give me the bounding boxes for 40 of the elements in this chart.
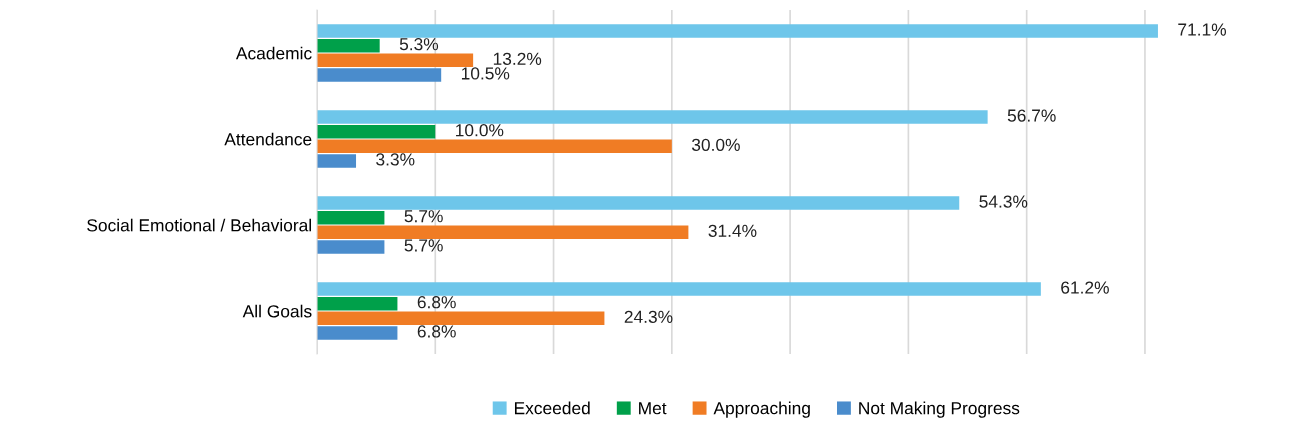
data-label: 5.3%: [399, 38, 439, 51]
data-label: 13.2%: [493, 52, 542, 65]
y-tick-label: Academic: [235, 46, 312, 60]
data-label: 10.5%: [461, 67, 510, 80]
bar: [317, 326, 398, 340]
data-label: 24.3%: [624, 310, 673, 323]
data-label: 31.4%: [708, 224, 757, 237]
data-label: 71.1%: [1178, 23, 1227, 36]
bar: [317, 110, 988, 124]
data-label: 30.0%: [691, 138, 740, 151]
legend-label: Approaching: [713, 401, 810, 418]
legend-label: Exceeded: [514, 401, 590, 415]
bar: [317, 210, 385, 225]
bar: [317, 139, 672, 154]
bar: [317, 53, 474, 68]
legend-label: Met: [639, 402, 667, 415]
y-tick-label: Social Emotional / Behavioral: [87, 218, 311, 232]
bar: [317, 240, 385, 254]
y-tick-label: All Goals: [242, 304, 312, 318]
data-label: 6.8%: [417, 296, 456, 309]
data-label: 5.7%: [404, 239, 443, 252]
bar: [317, 124, 436, 139]
data-label: 5.7%: [404, 210, 443, 223]
data-label: 56.7%: [1007, 109, 1056, 122]
bar: [317, 68, 442, 82]
data-label: 3.3%: [376, 153, 415, 166]
bar: [317, 282, 1041, 296]
y-tick-label: Attendance: [224, 132, 312, 146]
data-label: 54.3%: [979, 195, 1028, 208]
bar: [317, 196, 960, 210]
bar: [317, 225, 689, 240]
data-label: 6.8%: [417, 325, 456, 338]
bar: [317, 24, 1158, 38]
bar: [317, 154, 357, 168]
data-label: 61.2%: [1061, 281, 1109, 294]
bar: [317, 38, 380, 53]
bar: [317, 311, 605, 326]
bar: [317, 296, 398, 311]
data-label: 10.0%: [456, 124, 504, 137]
legend-label: Not Making Progress: [859, 401, 1020, 418]
